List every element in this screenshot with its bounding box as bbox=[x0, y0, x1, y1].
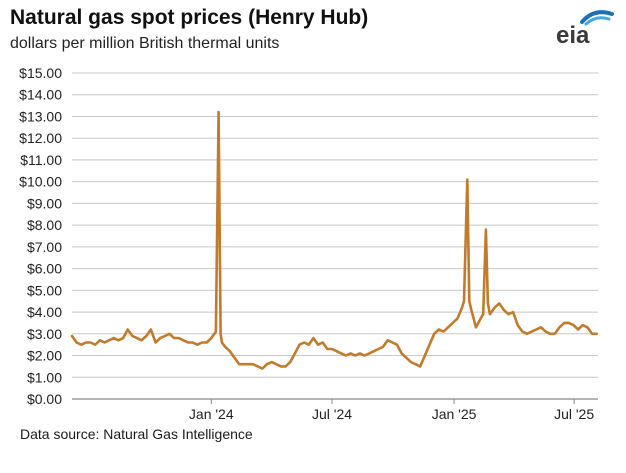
y-tick-label: $0.00 bbox=[27, 391, 62, 407]
eia-logo-icon: eia bbox=[556, 10, 614, 49]
x-tick-label: Jan '25 bbox=[432, 406, 477, 422]
chart-title: Natural gas spot prices (Henry Hub) bbox=[10, 6, 369, 29]
logo-arc-inner bbox=[584, 16, 611, 26]
logo-arc-outer bbox=[580, 10, 614, 24]
y-tick-label: $1.00 bbox=[27, 369, 62, 385]
data-source-note: Data source: Natural Gas Intelligence bbox=[20, 426, 253, 442]
price-series-line bbox=[70, 110, 598, 370]
logo-text: eia bbox=[556, 22, 590, 49]
y-tick-label: $6.00 bbox=[27, 261, 62, 277]
y-tick-label: $8.00 bbox=[27, 217, 62, 233]
y-tick-label: $2.00 bbox=[27, 348, 62, 364]
y-tick-label: $15.00 bbox=[19, 65, 62, 81]
chart-subtitle: dollars per million British thermal unit… bbox=[10, 35, 280, 52]
x-axis-ticks: Jan '24 Jul '24 Jan '25 Jul '25 bbox=[189, 399, 594, 422]
y-tick-label: $3.00 bbox=[27, 326, 62, 342]
y-tick-label: $5.00 bbox=[27, 282, 62, 298]
y-tick-label: $7.00 bbox=[27, 239, 62, 255]
x-tick-label: Jul '25 bbox=[554, 406, 594, 422]
grid-lines bbox=[72, 72, 598, 400]
y-tick-label: $11.00 bbox=[20, 152, 62, 168]
x-tick-label: Jul '24 bbox=[312, 406, 352, 422]
y-tick-label: $14.00 bbox=[19, 87, 62, 103]
y-tick-label: $10.00 bbox=[19, 174, 62, 190]
y-axis-ticks: $0.00 $1.00 $2.00 $3.00 $4.00 $5.00 $6.00 $7.00… bbox=[19, 65, 62, 407]
y-tick-label: $13.00 bbox=[19, 108, 62, 124]
y-tick-label: $4.00 bbox=[27, 304, 62, 320]
x-tick-label: Jan '24 bbox=[189, 406, 234, 422]
y-tick-label: $9.00 bbox=[27, 195, 62, 211]
y-tick-label: $12.00 bbox=[19, 130, 62, 146]
